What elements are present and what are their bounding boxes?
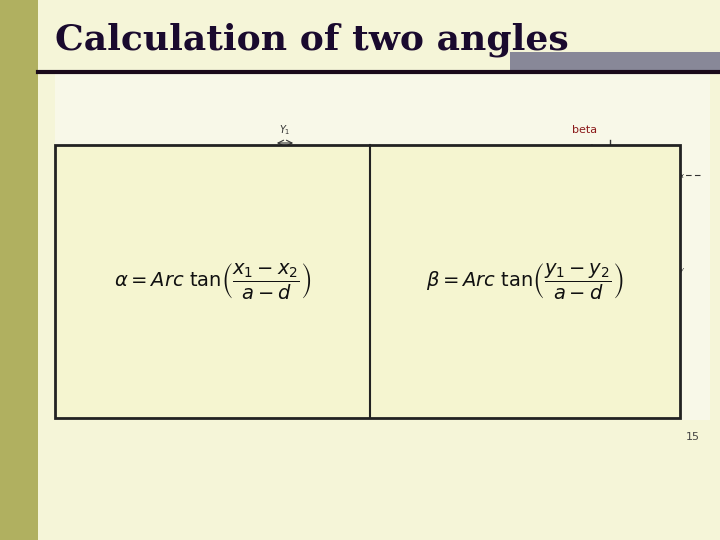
Text: $g_x$: $g_x$	[673, 169, 685, 181]
Text: $Y_2$: $Y_2$	[59, 166, 72, 180]
Text: $X_1$: $X_1$	[274, 196, 287, 210]
Polygon shape	[38, 0, 720, 540]
Text: a: a	[184, 209, 192, 223]
Text: $Y_1$: $Y_1$	[279, 123, 291, 137]
Bar	[620, 157, 670, 193]
Text: beta: beta	[572, 125, 597, 135]
Bar	[55, 145, 680, 418]
Text: Calculation of two angles: Calculation of two angles	[55, 23, 569, 57]
Text: 15: 15	[686, 432, 700, 442]
Text: d: d	[317, 218, 324, 228]
Text: $X_2$: $X_2$	[58, 261, 72, 275]
Bar	[620, 252, 670, 288]
Text: $\alpha = Arc\ \tan\!\left(\dfrac{x_1 - x_2}{a - d}\right)$: $\alpha = Arc\ \tan\!\left(\dfrac{x_1 - …	[114, 261, 311, 301]
Text: c: c	[631, 209, 639, 223]
Text: $\beta = Arc\ \tan\!\left(\dfrac{y_1 - y_2}{a - d}\right)$: $\beta = Arc\ \tan\!\left(\dfrac{y_1 - y…	[426, 261, 624, 301]
Text: alpha: alpha	[572, 234, 603, 244]
Text: b: b	[443, 209, 452, 223]
Bar	[55, 72, 710, 420]
Polygon shape	[510, 52, 720, 70]
Bar	[274, 147, 296, 187]
Text: $g_y$: $g_y$	[673, 264, 685, 276]
Polygon shape	[0, 0, 38, 540]
